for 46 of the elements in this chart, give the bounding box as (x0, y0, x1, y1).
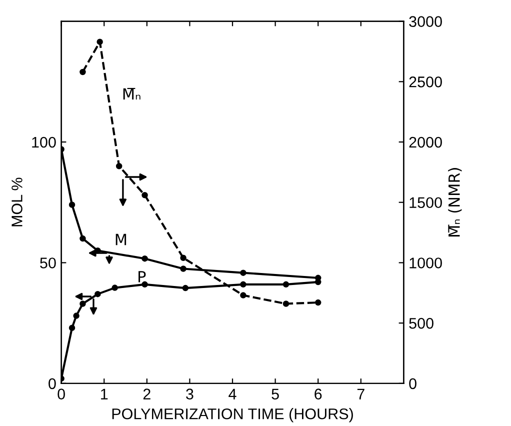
y2-axis-title: M̅ₙ (NMR) (448, 168, 462, 236)
point (73, 312, 80, 319)
point (282, 300, 290, 307)
x-tick-label: 6 (314, 388, 322, 400)
y2-tick-label: 2500 (409, 76, 442, 88)
x-tick-label: 7 (357, 388, 364, 400)
y2-tick-label: 1000 (410, 258, 442, 268)
point (116, 163, 122, 170)
y2-tick-label: 1500 (410, 197, 442, 208)
y2-tick-label: 2000 (409, 136, 442, 148)
point (80, 300, 86, 307)
x-tick-label: 4 (228, 388, 236, 400)
point (182, 284, 189, 292)
x-tick-label: 5 (272, 388, 279, 400)
point (314, 299, 322, 306)
y-tick-label: 0 (48, 378, 56, 390)
point (240, 281, 246, 288)
point (112, 284, 118, 291)
point (142, 255, 148, 262)
point (240, 270, 246, 276)
point (94, 290, 101, 298)
x-tick-label: 1 (101, 388, 108, 400)
point (314, 278, 322, 286)
x-axis-title: POLYMERIZATION TIME (HOURS) (112, 408, 353, 422)
y-tick-label: 50 (40, 258, 56, 268)
point (80, 68, 86, 76)
x-tick-label: 0 (58, 388, 65, 400)
point (180, 266, 186, 272)
y-tick-label: 100 (32, 136, 56, 148)
point (96, 38, 103, 45)
point (180, 254, 186, 261)
y-axis-title: MOL % (12, 178, 22, 226)
point (142, 192, 148, 198)
y2-tick-label: 500 (409, 318, 434, 329)
y2-tick-label: 3000 (409, 16, 442, 27)
point (68, 324, 76, 332)
point (240, 292, 246, 298)
series-label: M (116, 234, 126, 246)
series-label: P (138, 271, 146, 282)
y2-tick-label: 0 (409, 378, 416, 390)
series-label: M̅ₙ (123, 88, 140, 100)
x-tick-label: 2 (143, 388, 150, 400)
point (80, 235, 86, 242)
point (282, 281, 290, 288)
x-tick-label: 3 (186, 388, 194, 400)
point (68, 202, 76, 208)
